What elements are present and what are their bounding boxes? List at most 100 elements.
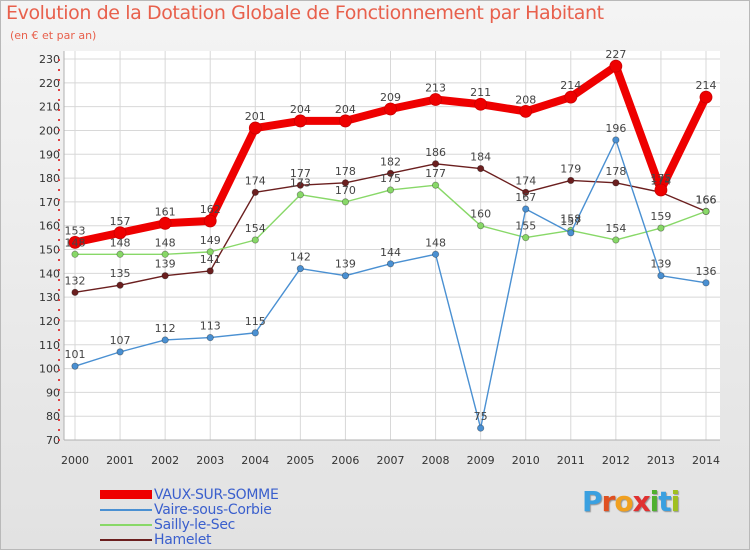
y-tick-label: 160 [39, 220, 60, 233]
legend-item: Sailly-le-Sec [100, 516, 279, 533]
data-point [206, 267, 214, 275]
axis-marker [58, 409, 60, 411]
data-point [567, 176, 575, 185]
data-label: 155 [515, 220, 536, 233]
axis-marker [58, 309, 60, 311]
data-label: 157 [560, 215, 581, 228]
data-point [296, 264, 304, 273]
data-label: 101 [65, 348, 86, 361]
y-tick-label: 90 [46, 386, 60, 399]
x-tick-label: 2012 [602, 454, 630, 467]
data-label: 175 [650, 172, 671, 185]
axis-marker [58, 119, 60, 121]
data-label: 214 [696, 79, 717, 92]
data-label: 204 [290, 103, 311, 116]
legend-swatch [100, 523, 152, 526]
data-label: 144 [380, 246, 401, 259]
proxiti-logo: Proxiti [582, 485, 680, 518]
x-tick-label: 2001 [106, 454, 134, 467]
y-tick-label: 140 [39, 267, 60, 280]
axis-marker [58, 249, 60, 251]
data-point [296, 191, 304, 199]
legend-label: VAUX-SUR-SOMME [154, 486, 279, 503]
axis-marker [58, 129, 60, 131]
data-point [657, 272, 665, 280]
x-tick-label: 2000 [61, 454, 89, 467]
data-label: 213 [425, 81, 446, 94]
data-point [522, 233, 530, 242]
data-point [71, 288, 79, 296]
data-label: 214 [560, 79, 581, 92]
plot-area [64, 51, 720, 440]
y-tick-label: 200 [39, 124, 60, 137]
data-label: 75 [474, 410, 488, 423]
data-point [612, 136, 620, 144]
axis-marker [58, 229, 60, 231]
axis-marker [58, 289, 60, 291]
axis-marker [58, 279, 60, 281]
data-point [477, 222, 485, 230]
x-tick-label: 2002 [151, 454, 179, 467]
data-label: 160 [470, 208, 491, 221]
axis-marker [58, 149, 60, 151]
axis-marker [58, 69, 60, 71]
data-label: 182 [380, 155, 401, 168]
chart-legend: VAUX-SUR-SOMME Vaire-sous-Corbie Sailly-le… [100, 486, 279, 548]
axis-marker [58, 429, 60, 431]
y-tick-label: 120 [39, 315, 60, 328]
axis-marker [58, 199, 60, 201]
x-tick-label: 2006 [331, 454, 359, 467]
data-point [522, 188, 530, 196]
x-tick-label: 2014 [692, 454, 720, 467]
axis-marker [58, 189, 60, 191]
data-point [384, 102, 397, 116]
data-point [116, 281, 124, 289]
data-point [702, 279, 710, 287]
data-point [386, 260, 395, 268]
data-point [161, 272, 169, 280]
data-point [386, 186, 395, 194]
data-point [161, 336, 169, 344]
data-point [251, 329, 259, 337]
data-label: 174 [515, 174, 536, 187]
axis-marker [58, 329, 60, 331]
data-label: 227 [605, 48, 626, 61]
data-label: 154 [245, 222, 266, 235]
data-label: 148 [110, 236, 131, 249]
axis-marker [58, 399, 60, 401]
data-point [699, 90, 713, 104]
data-point [116, 348, 124, 356]
axis-marker [58, 109, 60, 111]
data-point [612, 236, 620, 244]
data-point [203, 214, 217, 228]
axis-marker [58, 59, 60, 61]
data-label: 166 [696, 193, 717, 206]
data-point [248, 121, 262, 135]
data-point [477, 424, 485, 432]
axis-marker [58, 369, 60, 371]
data-point [158, 216, 172, 230]
data-point [654, 183, 668, 197]
data-label: 204 [335, 103, 356, 116]
axis-marker [58, 319, 60, 321]
data-point [68, 235, 82, 249]
axis-marker [58, 439, 60, 441]
data-point [386, 169, 395, 177]
data-label: 209 [380, 91, 401, 104]
data-label: 157 [110, 215, 131, 228]
y-tick-label: 110 [39, 339, 60, 352]
y-tick-label: 70 [46, 434, 60, 447]
data-label: 174 [650, 174, 671, 187]
data-label: 174 [245, 174, 266, 187]
data-label: 175 [380, 172, 401, 185]
data-label: 139 [155, 258, 176, 271]
axis-marker [58, 379, 60, 381]
data-point [341, 179, 350, 187]
axis-marker [58, 209, 60, 211]
y-tick-label: 190 [39, 148, 60, 161]
data-point [293, 114, 307, 128]
data-point [206, 248, 214, 256]
data-label: 161 [155, 205, 176, 218]
axis-marker [58, 89, 60, 91]
legend-label: Sailly-le-Sec [154, 516, 236, 533]
